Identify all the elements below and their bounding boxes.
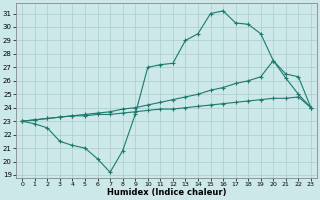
X-axis label: Humidex (Indice chaleur): Humidex (Indice chaleur) [107, 188, 226, 197]
